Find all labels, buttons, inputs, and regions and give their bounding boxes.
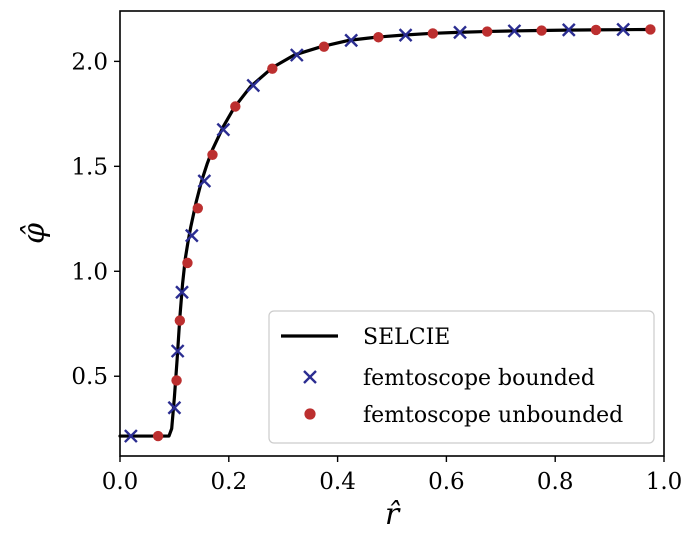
marker-stroke [197, 174, 212, 188]
data-point-circle [482, 26, 493, 37]
legend-label: femtoscope bounded [363, 366, 595, 391]
data-point-x [167, 400, 182, 415]
plot-area [118, 22, 656, 443]
data-point-circle [304, 408, 316, 420]
marker-stroke [561, 23, 576, 37]
y-tick-label: 2.0 [71, 49, 108, 75]
data-point-circle [182, 257, 193, 269]
data-point-circle [192, 203, 203, 214]
x-tick-label: 0.4 [319, 469, 356, 495]
data-point-x [344, 33, 359, 48]
legend-box [268, 310, 655, 444]
data-point-x [303, 370, 317, 384]
data-point-x [184, 228, 199, 243]
y-tick-label: 0.5 [71, 364, 108, 390]
x-tick-label: 0.8 [537, 469, 574, 495]
y-axis-label: φ̂ [17, 223, 52, 244]
legend-label: femtoscope unbounded [363, 403, 623, 428]
x-tick-label: 0.2 [211, 469, 248, 495]
data-point-circle [267, 63, 278, 74]
marker-stroke [616, 22, 631, 37]
marker-stroke [246, 78, 261, 93]
data-point-circle [427, 28, 438, 39]
data-point-x [561, 23, 576, 37]
data-point-x [246, 78, 261, 93]
data-point-circle [171, 375, 182, 386]
marker-stroke [507, 24, 522, 38]
data-point-circle [536, 25, 547, 36]
marker-stroke [303, 370, 317, 384]
data-point-x [289, 48, 304, 62]
marker-stroke [216, 122, 231, 137]
data-point-circle [373, 32, 384, 43]
data-point-x [124, 429, 138, 443]
marker-stroke [124, 429, 138, 443]
data-point-x [398, 28, 413, 42]
data-point-circle [207, 149, 218, 160]
x-tick-label: 1.0 [646, 469, 683, 495]
legend: SELCIE femtoscope bounded femtoscope unbou… [268, 310, 655, 444]
data-point-x [507, 24, 522, 38]
marker-stroke [344, 33, 359, 48]
x-tick-label: 0.6 [428, 469, 465, 495]
x-axis-label: r̂ [385, 497, 401, 532]
marker-stroke [175, 285, 189, 300]
y-tick-label: 1.0 [71, 259, 108, 285]
x-tick-label: 0.0 [102, 469, 139, 495]
data-point-circle [174, 315, 186, 326]
marker-stroke [167, 400, 182, 415]
data-point-x [216, 122, 231, 137]
marker-stroke [398, 28, 413, 42]
marker-stroke [184, 228, 199, 243]
data-point-circle [230, 101, 241, 112]
marker-stroke [170, 344, 185, 358]
data-point-circle [318, 41, 330, 52]
data-point-circle [152, 430, 164, 442]
data-point-x [616, 22, 631, 37]
data-point-x [197, 174, 212, 188]
data-point-x [175, 285, 189, 300]
marker-stroke [453, 25, 467, 40]
legend-label: SELCIE [363, 325, 450, 350]
axis-ticks: 0.0 0.2 0.4 0.6 0.8 1.0 0.5 1.0 1.5 2.0 [71, 49, 682, 495]
data-point-x [170, 344, 185, 358]
data-point-circle [645, 24, 656, 35]
y-tick-label: 1.5 [71, 154, 108, 180]
data-point-circle [590, 24, 602, 36]
plot-frame [119, 10, 665, 457]
marker-stroke [289, 48, 304, 62]
data-point-x [453, 25, 467, 40]
